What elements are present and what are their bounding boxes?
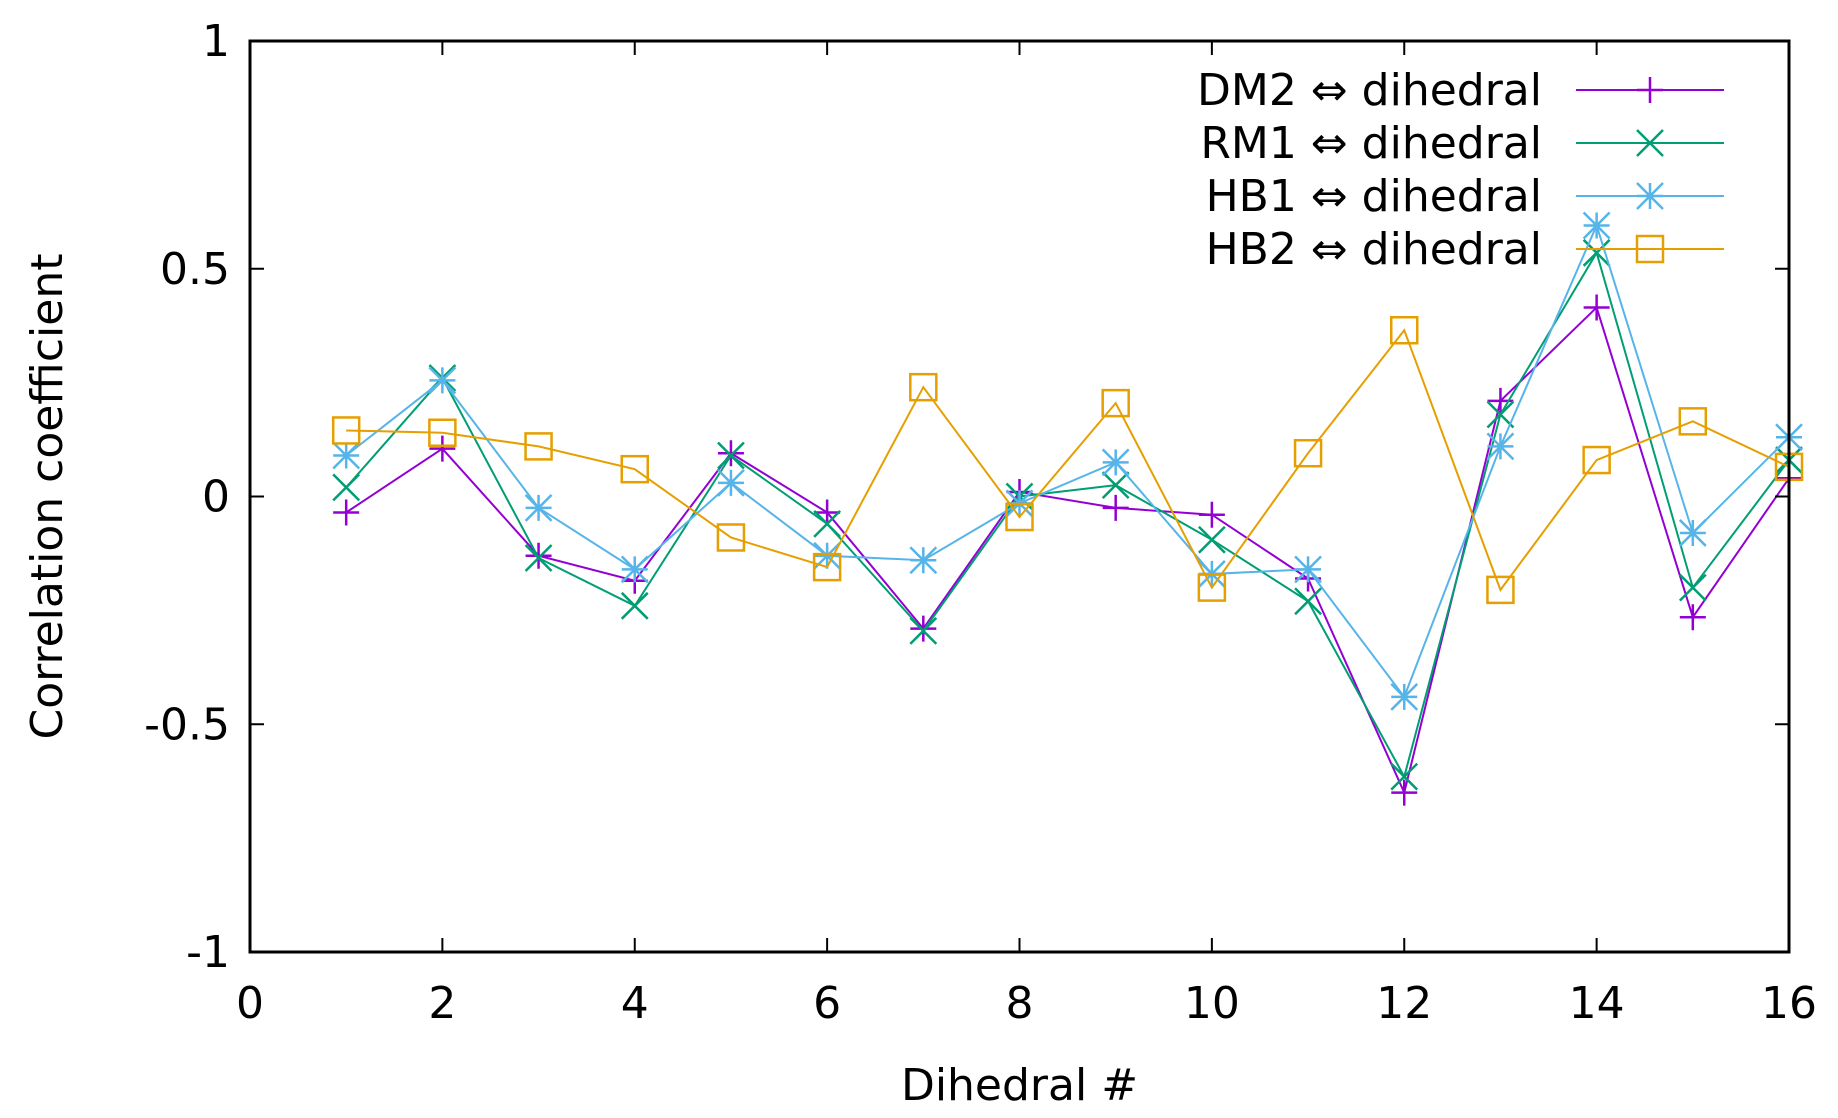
data-point <box>620 454 649 484</box>
data-point <box>1582 445 1611 475</box>
x-tick-label: 2 <box>428 978 456 1029</box>
y-tick-label: -0.5 <box>144 699 230 750</box>
data-point <box>1391 779 1418 806</box>
series-1 <box>333 294 1802 806</box>
legend-label: HB1 ⇔ dihedral <box>1206 171 1542 222</box>
data-point <box>1390 762 1419 791</box>
data-point <box>812 552 842 582</box>
data-point <box>1198 501 1225 528</box>
x-tick-label: 4 <box>621 978 649 1029</box>
data-point <box>814 499 841 526</box>
legend-marker <box>1635 234 1665 264</box>
legend-entry: DM2 ⇔ dihedral <box>1197 65 1724 116</box>
data-point <box>909 372 938 402</box>
legend-marker <box>1636 182 1664 210</box>
data-point <box>813 541 842 570</box>
data-point <box>1583 294 1610 321</box>
x-tick-label: 8 <box>1006 978 1034 1029</box>
data-point <box>333 499 360 526</box>
x-tick-label: 0 <box>236 978 264 1029</box>
data-point <box>428 418 457 447</box>
legend-entry: HB1 ⇔ dihedral <box>1206 171 1724 222</box>
plot-marks <box>331 211 1804 806</box>
data-point <box>1101 448 1130 477</box>
y-tick-label: 1 <box>202 16 230 67</box>
data-point <box>1486 575 1515 605</box>
data-point <box>1294 587 1322 616</box>
x-tick-label: 10 <box>1184 978 1240 1029</box>
data-point <box>524 544 553 572</box>
data-point <box>620 555 649 584</box>
legend-label: DM2 ⇔ dihedral <box>1197 65 1542 116</box>
data-point <box>1486 432 1515 461</box>
series-line <box>345 305 1790 796</box>
data-point <box>1390 683 1419 711</box>
axis-ticks: 0 2 4 6 8 10 12 14 16 -1 -0.5 0 0.5 1 <box>144 16 1817 1029</box>
legend-label: RM1 ⇔ dihedral <box>1200 118 1542 169</box>
data-point <box>717 440 744 467</box>
x-tick-label: 14 <box>1569 978 1625 1029</box>
data-point <box>524 494 553 522</box>
legend-label: HB2 ⇔ dihedral <box>1206 224 1542 275</box>
legend-entry: HB2 ⇔ dihedral <box>1206 224 1724 275</box>
data-point <box>910 615 937 642</box>
data-point <box>1005 502 1034 532</box>
series-line <box>345 222 1790 699</box>
data-point <box>332 441 361 470</box>
data-point <box>429 435 456 462</box>
data-point <box>909 546 938 575</box>
series-line <box>346 328 1790 592</box>
legend-marker <box>1636 129 1664 157</box>
data-point <box>332 473 361 502</box>
data-point <box>717 441 745 470</box>
y-tick-label: 0 <box>202 472 230 523</box>
data-point <box>1293 438 1323 468</box>
data-point <box>1486 400 1515 429</box>
y-axis-title: Correlation coefficient <box>22 254 73 740</box>
data-point <box>909 616 938 645</box>
data-point <box>1678 407 1708 436</box>
x-tick-label: 6 <box>813 978 841 1029</box>
data-point <box>1197 573 1227 602</box>
x-axis-title: Dihedral # <box>901 1060 1138 1111</box>
data-point <box>1678 519 1707 547</box>
y-tick-label: -1 <box>186 927 230 978</box>
legend-entry: RM1 ⇔ dihedral <box>1200 118 1724 169</box>
data-point <box>1102 494 1129 521</box>
data-point <box>717 468 745 497</box>
data-point <box>716 523 746 552</box>
data-point <box>1101 471 1130 499</box>
legend-marker <box>1637 77 1663 103</box>
y-tick-label: 0.5 <box>160 244 230 295</box>
x-tick-label: 16 <box>1761 978 1817 1029</box>
data-point <box>620 591 649 620</box>
data-point <box>428 366 457 395</box>
data-point <box>1101 388 1130 418</box>
data-point <box>525 542 552 569</box>
series-4 <box>331 315 1804 605</box>
x-tick-label: 12 <box>1376 978 1432 1029</box>
data-point <box>1294 555 1322 584</box>
data-point <box>813 509 842 538</box>
data-point <box>1390 315 1419 345</box>
data-point <box>1582 211 1611 240</box>
data-point <box>1678 573 1707 602</box>
data-point <box>1679 604 1706 631</box>
data-point <box>524 432 553 461</box>
data-point <box>331 416 361 445</box>
data-point <box>1197 525 1226 554</box>
